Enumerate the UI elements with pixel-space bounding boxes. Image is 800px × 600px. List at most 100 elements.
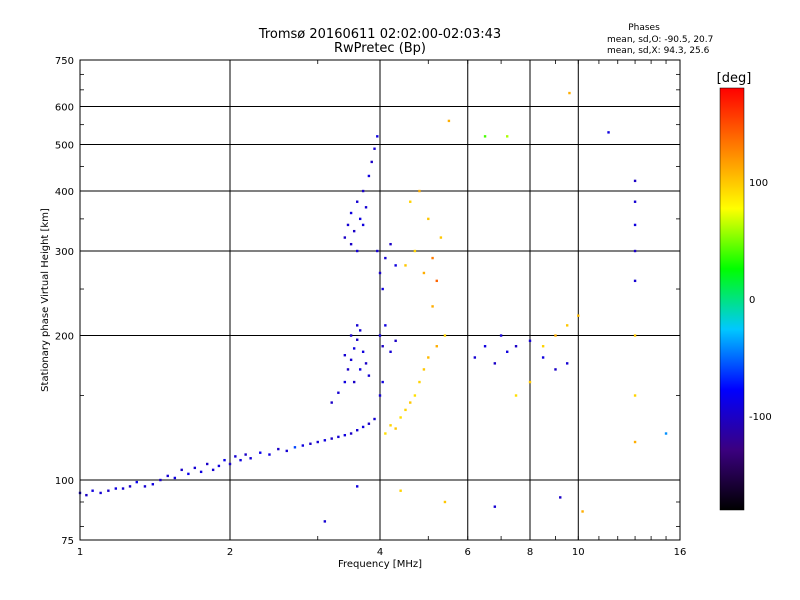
data-point <box>435 279 438 283</box>
data-point <box>346 368 350 371</box>
data-point <box>223 458 226 462</box>
data-point <box>217 464 221 468</box>
data-point <box>418 189 421 193</box>
data-point <box>128 485 132 488</box>
stats-line-o: mean, sd,O: -90.5, 20.7 <box>607 35 713 45</box>
data-point <box>565 324 569 327</box>
data-point <box>228 462 232 466</box>
y-axis-label: Stationary phase Virtual Height [km] <box>40 208 51 392</box>
data-point <box>309 442 312 445</box>
data-point <box>389 242 392 246</box>
colorbar <box>719 87 745 511</box>
data-point <box>528 380 532 384</box>
x-tick-label: 4 <box>377 547 383 558</box>
data-point <box>135 480 138 484</box>
data-point <box>301 444 305 447</box>
data-point <box>499 334 503 337</box>
data-point <box>483 135 487 138</box>
data-point <box>187 472 190 476</box>
y-tick-label: 300 <box>55 247 74 258</box>
data-point <box>330 437 333 440</box>
data-point <box>166 474 169 478</box>
data-point <box>378 271 382 275</box>
data-point <box>367 374 371 377</box>
data-point <box>330 401 333 404</box>
data-point <box>378 394 382 397</box>
data-point <box>358 329 362 332</box>
data-point <box>193 466 197 470</box>
data-point <box>323 520 327 523</box>
stats-title: Phases <box>628 23 660 33</box>
data-point <box>443 334 447 337</box>
data-point <box>352 380 356 384</box>
data-point <box>565 362 569 365</box>
data-point <box>173 476 177 480</box>
colorbar-label: [deg] <box>717 71 752 86</box>
data-point <box>633 394 637 397</box>
data-point <box>409 401 412 404</box>
data-points <box>78 91 668 523</box>
data-point <box>493 362 497 365</box>
data-point <box>427 217 430 221</box>
data-point <box>607 131 610 134</box>
y-tick-label: 750 <box>55 56 74 67</box>
data-point <box>394 339 397 343</box>
data-point <box>205 462 209 466</box>
axis-ticks: 1 2 4 6 8 10 16 75 100 200 300 400 500 600 750 <box>55 56 686 558</box>
y-tick-label: 200 <box>55 332 74 343</box>
data-point <box>394 264 397 267</box>
data-point <box>159 478 162 482</box>
data-point <box>505 350 509 353</box>
x-tick-label: 1 <box>77 547 83 558</box>
x-tick-label: 10 <box>572 547 585 558</box>
x-tick-label: 2 <box>227 547 233 558</box>
chart-title: Tromsø 20160611 02:02:00-02:03:43 <box>258 27 501 42</box>
data-point <box>422 271 426 275</box>
data-point <box>554 334 557 337</box>
data-point <box>633 279 637 283</box>
data-point <box>143 485 147 488</box>
data-point <box>355 429 359 432</box>
data-point <box>239 458 242 462</box>
data-point <box>293 446 297 449</box>
data-point <box>541 356 545 359</box>
chart-subtitle: RwPretec (Bp) <box>334 41 426 56</box>
data-point <box>376 249 379 253</box>
data-point <box>399 489 402 492</box>
data-point <box>633 249 637 253</box>
data-point <box>373 417 376 421</box>
data-point <box>355 324 359 327</box>
data-point <box>422 368 426 371</box>
data-point <box>285 449 288 453</box>
data-point <box>404 264 407 267</box>
data-point <box>447 119 451 123</box>
grid-layer <box>80 60 680 540</box>
data-point <box>559 496 562 499</box>
data-point <box>277 447 280 451</box>
data-point <box>554 368 557 371</box>
data-point <box>376 135 379 138</box>
stats-line-x: mean, sd,X: 94.3, 25.6 <box>607 46 710 56</box>
data-point <box>361 223 365 227</box>
data-point <box>361 425 365 429</box>
data-point <box>364 362 368 365</box>
data-point <box>349 334 353 337</box>
x-tick-label: 8 <box>527 547 533 558</box>
data-point <box>337 391 340 394</box>
data-point <box>381 287 384 291</box>
data-point <box>358 217 362 221</box>
data-point <box>355 249 359 253</box>
data-point <box>361 189 365 193</box>
data-point <box>378 334 382 337</box>
data-point <box>664 432 668 435</box>
data-point <box>541 345 545 348</box>
data-point <box>505 135 509 138</box>
data-point <box>384 256 387 260</box>
data-point <box>355 338 359 341</box>
data-point <box>381 345 384 348</box>
data-point <box>568 91 571 95</box>
data-point <box>337 435 340 439</box>
data-point <box>343 433 347 437</box>
data-point <box>346 223 350 227</box>
